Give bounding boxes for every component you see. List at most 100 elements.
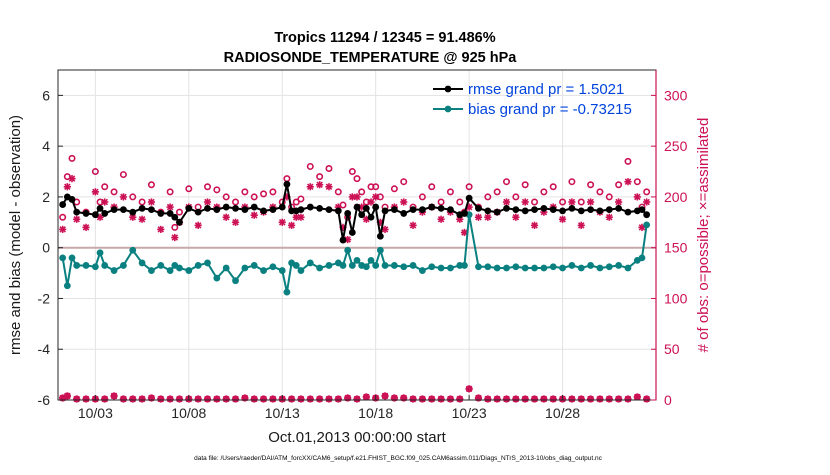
rmse-point — [73, 208, 81, 216]
bias-point — [367, 256, 375, 264]
obs-assimilated-point — [530, 221, 539, 229]
rmse-point — [325, 206, 333, 214]
obs-possible-point — [372, 183, 380, 191]
obs-possible-point — [334, 188, 342, 196]
rmse-point — [241, 206, 249, 214]
x-axis-label: Oct.01,2013 00:00:00 start — [268, 429, 446, 446]
rmse-point — [176, 218, 183, 226]
obs-possible-point — [624, 157, 632, 165]
chart-subtitle: RADIOSONDE_TEMPERATURE @ 925 hPa — [224, 50, 518, 66]
obs-assimilated-stroke — [288, 222, 295, 229]
obs-assimilated-stroke — [64, 183, 71, 191]
rmse-point — [577, 207, 585, 215]
rmse-point — [587, 206, 594, 214]
obs-assimilated-point — [91, 188, 99, 196]
bias-point — [278, 267, 286, 274]
bias-point — [325, 262, 333, 269]
obs-assimilated-stroke — [634, 193, 641, 201]
obs-assimilated-stroke — [120, 193, 127, 201]
obs-assimilated-point — [73, 215, 81, 223]
rmse-point — [222, 203, 230, 211]
bias-point — [638, 254, 646, 262]
obs-possible-point — [353, 175, 361, 183]
rmse-point — [559, 207, 566, 215]
obs-assimilated-point — [605, 213, 613, 221]
rmse-point — [157, 210, 165, 217]
legend-rmse-label: rmse grand pr = 1.5021 — [468, 81, 624, 98]
obs-possible-low-point — [605, 395, 613, 403]
y-left-tick-label: -2 — [38, 290, 51, 306]
obs-possible-low-point — [260, 395, 268, 403]
x-tick-label: 10/28 — [545, 405, 580, 421]
y-right-tick-label: 50 — [664, 341, 680, 357]
rmse-point — [129, 208, 137, 216]
rmse-point — [91, 211, 99, 219]
data-file-footnote: data file: /Users/raeder/DAI/ATM_forcXX/… — [194, 455, 603, 462]
obs-possible-low-point — [418, 395, 426, 403]
obs-assimilated-stroke — [353, 193, 361, 201]
rmse-point — [400, 210, 408, 217]
bias-point — [503, 264, 510, 272]
bias-point — [157, 262, 165, 269]
obs-possible-point — [166, 188, 174, 196]
obs-possible-point — [222, 193, 230, 201]
bias-point — [101, 262, 109, 269]
y-left-tick-label: 0 — [42, 240, 50, 256]
obs-assimilated-point — [474, 213, 483, 221]
obs-possible-point — [512, 193, 520, 201]
rmse-point — [171, 213, 179, 221]
obs-possible-point — [577, 198, 585, 206]
obs-possible-point — [241, 188, 249, 196]
obs-possible-point — [605, 193, 613, 201]
obs-possible-low-point — [213, 395, 221, 403]
bias-point — [269, 263, 277, 271]
obs-assimilated-stroke — [521, 198, 529, 206]
obs-assimilated-stroke — [531, 222, 538, 229]
bias-point — [475, 263, 482, 271]
obs-possible-point — [446, 188, 454, 196]
rmse-point — [138, 204, 146, 212]
obs-possible-point — [568, 178, 576, 186]
rmse-point — [447, 206, 454, 214]
rmse-point — [306, 203, 314, 211]
obs-assimilated-point — [512, 213, 520, 221]
bias-point — [292, 262, 300, 269]
bias-point — [461, 262, 468, 269]
bias-point — [549, 263, 557, 271]
bias-point — [428, 263, 436, 271]
obs-possible-point — [348, 168, 356, 176]
obs-possible-point — [400, 178, 408, 186]
obs-possible-point — [63, 173, 71, 181]
bias-point — [110, 267, 118, 274]
obs-possible-low-point — [643, 395, 651, 403]
bias-point — [624, 264, 632, 272]
obs-assimilated-stroke — [194, 222, 202, 229]
y-left-tick-label: 4 — [42, 138, 50, 154]
obs-assimilated-point — [624, 178, 632, 186]
obs-possible-low-point — [288, 395, 296, 403]
obs-possible-low-point — [465, 385, 473, 393]
bias-point — [316, 264, 324, 272]
obs-assimilated-point — [287, 221, 296, 229]
obs-possible-point — [456, 198, 464, 206]
obs-possible-low-point — [624, 395, 632, 403]
rmse-point — [250, 203, 258, 211]
obs-assimilated-point — [643, 198, 651, 206]
rmse-point — [531, 206, 538, 214]
rmse-point — [348, 229, 356, 236]
obs-possible-point — [376, 193, 384, 201]
obs-assimilated-point — [633, 193, 641, 201]
rmse-point — [419, 206, 426, 214]
obs-possible-low-point — [587, 395, 595, 403]
obs-possible-point — [110, 188, 118, 196]
obs-possible-low-point — [596, 395, 604, 403]
y-right-tick-label: 300 — [664, 87, 688, 103]
obs-possible-point — [292, 198, 300, 206]
bias-point — [390, 262, 398, 269]
bias-point — [559, 264, 566, 272]
obs-assimilated-stroke — [606, 213, 613, 221]
obs-assimilated-point — [615, 198, 623, 206]
rmse-point — [68, 196, 76, 203]
rmse-point — [624, 208, 632, 216]
obs-assimilated-point — [484, 213, 492, 221]
